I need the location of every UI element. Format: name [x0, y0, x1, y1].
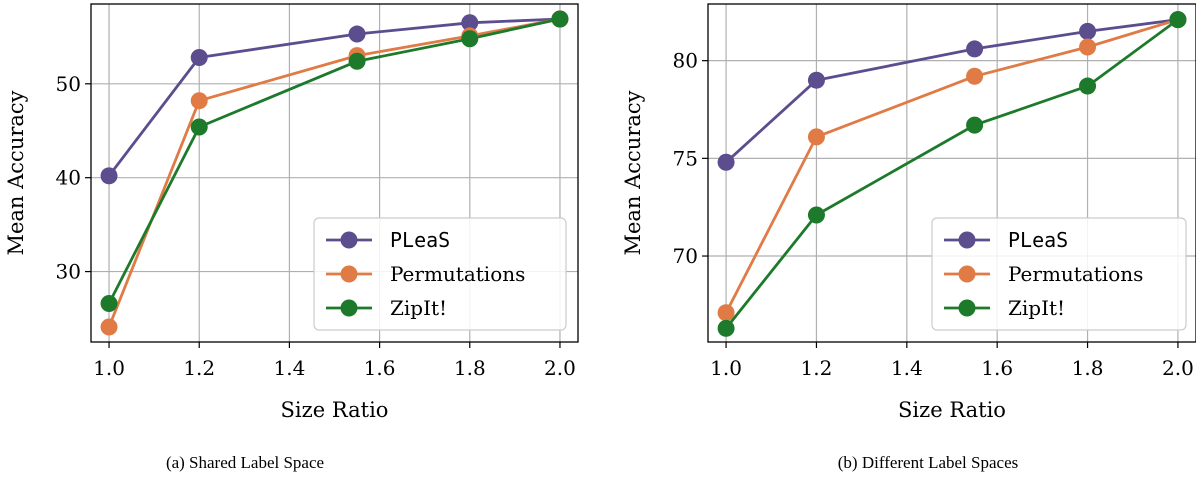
- x-tick-label: 1.6: [981, 356, 1013, 380]
- x-tick-label: 1.2: [801, 356, 833, 380]
- x-axis-label: Size Ratio: [898, 398, 1006, 422]
- legend-box: [313, 217, 567, 331]
- data-point: [461, 30, 479, 48]
- legend-marker-zipit: [340, 299, 358, 317]
- data-point: [717, 304, 735, 322]
- data-point: [1079, 77, 1097, 95]
- x-tick-label: 1.0: [93, 356, 125, 380]
- data-point: [1169, 11, 1187, 29]
- panel-b: 1.0 1.2 1.4 1.6 1.8 2.0 70 75 80 Size Ratio Mean A…: [621, 3, 1196, 422]
- data-point: [190, 92, 208, 110]
- legend-label-permutations: Permutations: [1008, 262, 1143, 286]
- x-tick-label: 1.4: [274, 356, 306, 380]
- y-axis-label: Mean Accuracy: [4, 90, 28, 255]
- y-tick-label: 50: [56, 72, 81, 96]
- y-axis-label: Mean Accuracy: [621, 90, 645, 255]
- legend-marker-permutations: [958, 265, 976, 283]
- data-point: [966, 67, 984, 85]
- data-point: [807, 71, 825, 89]
- panel-a: 1.0 1.2 1.4 1.6 1.8 2.0 30 40 50 Size Ratio Mean A…: [4, 3, 579, 422]
- x-tick-label: 1.8: [454, 356, 486, 380]
- data-point: [100, 167, 118, 185]
- data-point: [717, 319, 735, 337]
- y-tick-label: 40: [56, 166, 81, 190]
- legend-marker-permutations: [340, 265, 358, 283]
- legend-label-zipit: ZipIt!: [390, 296, 447, 320]
- axes-frame: [707, 3, 1196, 343]
- legend-marker-pleas: [340, 231, 358, 249]
- x-tick-label: 1.6: [364, 356, 396, 380]
- data-point: [100, 318, 118, 336]
- data-point: [717, 153, 735, 171]
- data-point: [348, 25, 366, 43]
- legend-label-pleas: PLeaS: [1008, 228, 1068, 252]
- legend-marker-pleas: [958, 231, 976, 249]
- legend-label-pleas: PLeaS: [390, 228, 450, 252]
- axes-frame: [90, 3, 579, 343]
- data-point: [1079, 22, 1097, 40]
- data-point: [966, 40, 984, 58]
- data-point: [190, 49, 208, 67]
- data-point: [348, 52, 366, 70]
- legend-label-permutations: Permutations: [390, 262, 525, 286]
- data-point: [807, 128, 825, 146]
- caption-a: (a) Shared Label Space: [165, 453, 325, 472]
- legend-marker-zipit: [958, 299, 976, 317]
- data-point: [461, 14, 479, 32]
- y-tick-label: 75: [673, 146, 698, 170]
- x-tick-label: 1.0: [710, 356, 742, 380]
- x-axis-label: Size Ratio: [281, 398, 389, 422]
- data-point: [551, 10, 569, 28]
- caption-b: (b) Different Label Spaces: [837, 453, 1019, 472]
- data-point: [807, 206, 825, 224]
- legend-label-zipit: ZipIt!: [1008, 296, 1065, 320]
- x-tick-label: 2.0: [544, 356, 576, 380]
- x-tick-label: 1.4: [891, 356, 923, 380]
- x-tick-label: 2.0: [1162, 356, 1194, 380]
- y-tick-label: 30: [56, 260, 81, 284]
- data-point: [1079, 38, 1097, 56]
- series-line-pleas: [107, 17, 561, 177]
- data-point: [100, 295, 118, 313]
- x-tick-label: 1.2: [183, 356, 215, 380]
- legend-box: [931, 217, 1187, 331]
- data-point: [190, 118, 208, 136]
- data-point: [966, 116, 984, 134]
- y-tick-label: 70: [673, 244, 698, 268]
- x-tick-label: 1.8: [1072, 356, 1104, 380]
- y-tick-label: 80: [673, 49, 698, 73]
- legend: PLeaS Permutations ZipIt!: [931, 217, 1187, 331]
- legend: PLeaS Permutations ZipIt!: [313, 217, 567, 331]
